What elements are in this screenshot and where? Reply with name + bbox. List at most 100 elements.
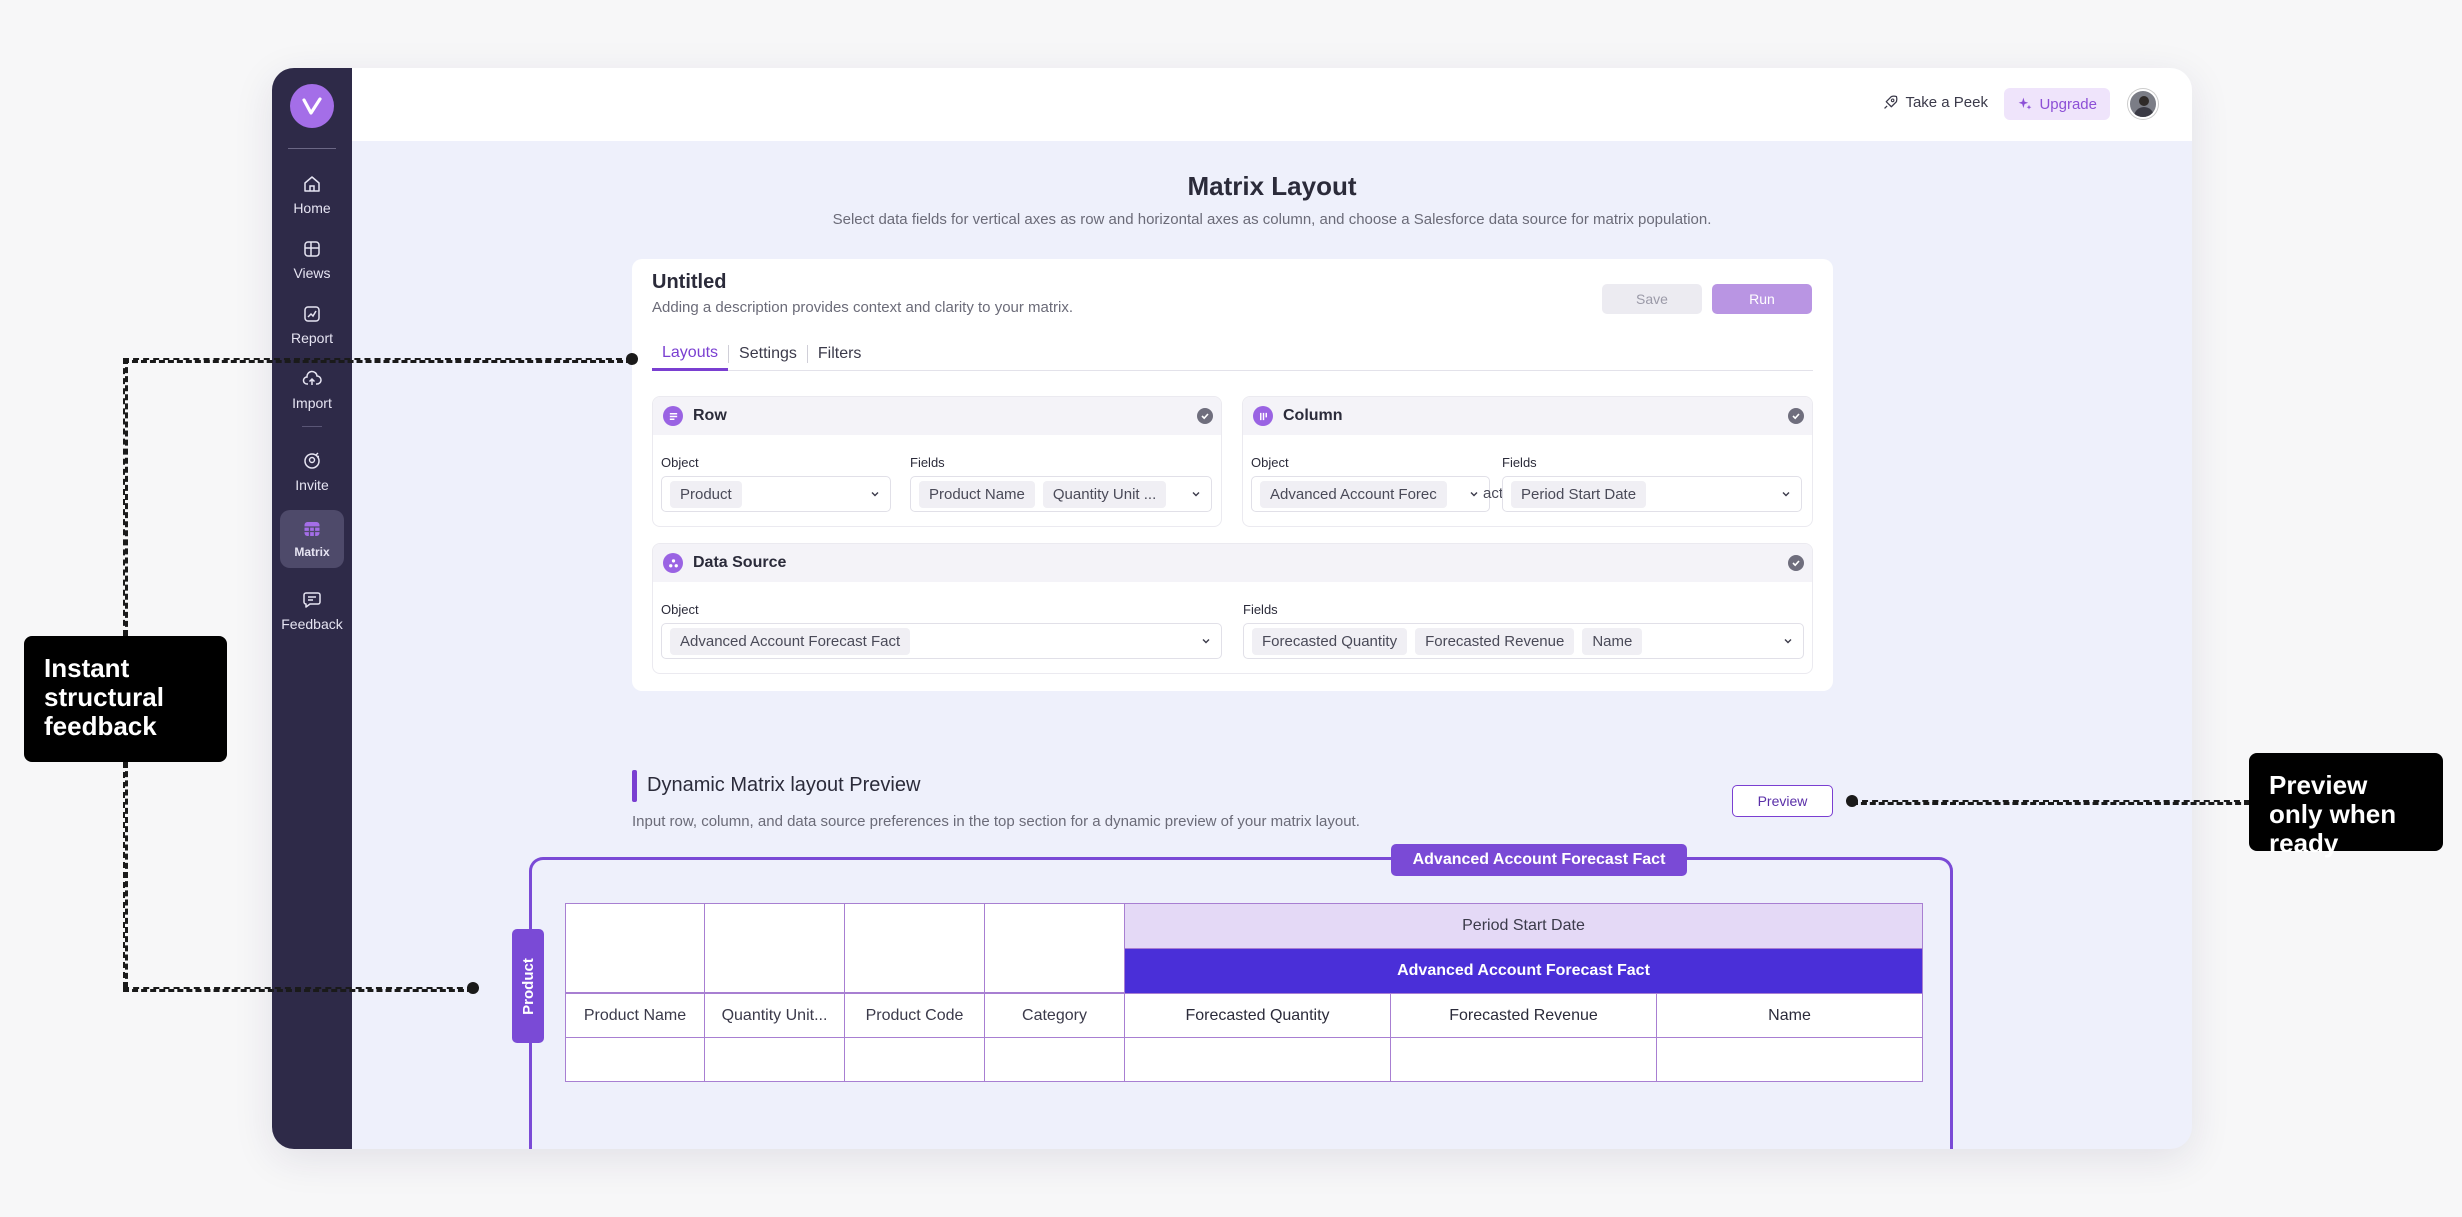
- row-header-cell: Product Code: [844, 993, 985, 1038]
- row-object-tab: Product: [512, 929, 544, 1043]
- data-source-object-select[interactable]: Advanced Account Forecast Fact: [661, 623, 1222, 659]
- callout-instant-feedback: Instant structural feedback: [24, 636, 227, 762]
- matrix-corner-cell: [984, 903, 1125, 993]
- sidebar-item-import[interactable]: Import: [280, 361, 344, 419]
- row-panel-header: Row: [653, 397, 1221, 435]
- logo-icon: [302, 97, 322, 115]
- page-subtitle: Select data fields for vertical axes as …: [832, 211, 1712, 228]
- matrix-title[interactable]: Untitled: [652, 271, 727, 293]
- callout-preview-ready: Preview only when ready: [2249, 753, 2443, 858]
- column-panel-header: Column: [1243, 397, 1812, 435]
- column-object-select[interactable]: Advanced Account Forec: [1251, 476, 1490, 512]
- upgrade-button[interactable]: Upgrade: [2004, 88, 2110, 120]
- sidebar-divider: [288, 148, 336, 149]
- data-source-panel-title: Data Source: [693, 554, 787, 571]
- period-start-date-header: Period Start Date: [1124, 903, 1923, 949]
- avatar-body: [2134, 107, 2154, 117]
- row-header-cell: Quantity Unit...: [704, 993, 845, 1038]
- chevron-down-icon: [1202, 639, 1210, 644]
- sidebar-item-report[interactable]: Report: [280, 296, 344, 354]
- column-panel-title: Column: [1283, 407, 1343, 424]
- data-source-field-chip: Name: [1582, 627, 1643, 655]
- measure-header-cell: Forecasted Revenue: [1390, 993, 1657, 1038]
- callout-dot: [467, 982, 479, 994]
- home-icon: [304, 176, 320, 192]
- data-source-fields-select[interactable]: Forecasted Quantity Forecasted Revenue N…: [1243, 623, 1804, 659]
- callout-connector-vertical: [123, 762, 128, 988]
- page-title: Matrix Layout: [1187, 171, 1357, 201]
- row-field-chip: Quantity Unit ...: [1042, 480, 1167, 508]
- column-object-chip: Advanced Account Forec: [1260, 480, 1447, 508]
- matrix-description[interactable]: Adding a description provides context an…: [652, 299, 1074, 316]
- data-source-frame-label: Advanced Account Forecast Fact: [1391, 844, 1687, 876]
- chevron-down-icon: [1784, 639, 1792, 644]
- tab-separator: [728, 345, 730, 363]
- tab-filters[interactable]: Filters: [817, 345, 862, 362]
- feedback-icon: [303, 592, 321, 608]
- row-object-label: Object: [661, 455, 699, 470]
- row-icon: [663, 406, 683, 426]
- data-source-panel-header: Data Source: [653, 544, 1812, 582]
- row-object-chip: Product: [670, 480, 742, 508]
- column-field-chip: Period Start Date: [1511, 480, 1647, 508]
- sidebar-item-views[interactable]: Views: [280, 231, 344, 289]
- matrix-icon: [304, 522, 320, 536]
- sidebar-item-label: Feedback: [281, 616, 343, 632]
- sidebar-item-matrix[interactable]: Matrix: [280, 510, 344, 568]
- chevron-down-icon: [1782, 492, 1790, 497]
- app-logo[interactable]: [290, 84, 334, 128]
- preview-title: Dynamic Matrix layout Preview: [647, 774, 921, 796]
- sidebar-item-feedback[interactable]: Feedback: [280, 582, 344, 640]
- avatar[interactable]: [2128, 89, 2158, 119]
- tab-bar: Layouts Settings Filters: [652, 337, 1813, 371]
- matrix-config-card: Untitled Adding a description provides c…: [632, 259, 1833, 691]
- row-panel-title: Row: [693, 407, 727, 424]
- invite-icon: [304, 452, 320, 469]
- data-source-panel: Data Source Object Advanced Account Fore…: [652, 543, 1813, 674]
- check-icon: [1788, 408, 1804, 424]
- row-object-select[interactable]: Product: [661, 476, 891, 512]
- row-object-tab-label: Product: [519, 957, 537, 1015]
- row-fields-select[interactable]: Product Name Quantity Unit ...: [910, 476, 1212, 512]
- save-button[interactable]: Save: [1602, 284, 1702, 314]
- chevron-down-icon: [1192, 492, 1200, 497]
- callout-connector-top: [123, 358, 632, 363]
- matrix-body-cell: [704, 1037, 845, 1082]
- data-source-fields-label: Fields: [1243, 602, 1278, 617]
- row-fields-label: Fields: [910, 455, 945, 470]
- sparkle-icon: [2019, 97, 2032, 110]
- app-window: Home Views Report Import Invite Matrix F…: [272, 68, 2192, 1149]
- column-fields-select[interactable]: Period Start Date: [1502, 476, 1802, 512]
- preview-subtitle: Input row, column, and data source prefe…: [632, 813, 1360, 830]
- rocket-icon: [1884, 95, 1898, 109]
- matrix-corner-cell: [704, 903, 845, 993]
- measure-header-cell: Forecasted Quantity: [1124, 993, 1391, 1038]
- sidebar-item-home[interactable]: Home: [280, 166, 344, 224]
- views-icon: [304, 241, 320, 257]
- preview-button[interactable]: Preview: [1732, 785, 1833, 817]
- matrix-corner-cell: [565, 903, 705, 993]
- tab-layouts[interactable]: Layouts: [652, 337, 729, 371]
- take-a-peek-label: Take a Peek: [1905, 94, 1988, 111]
- matrix-corner-cell: [844, 903, 985, 993]
- column-object-label: Object: [1251, 455, 1289, 470]
- callout-connector-bottom: [123, 987, 473, 992]
- matrix-body-cell: [984, 1037, 1125, 1082]
- matrix-body-cell: [1656, 1037, 1923, 1082]
- check-icon: [1788, 555, 1804, 571]
- data-source-field-chip: Forecasted Revenue: [1415, 627, 1575, 655]
- row-header-cell: Category: [984, 993, 1125, 1038]
- data-source-object-chip: Advanced Account Forecast Fact: [670, 627, 911, 655]
- sidebar: Home Views Report Import Invite Matrix F…: [272, 68, 352, 1149]
- sidebar-separator: [302, 426, 322, 427]
- row-panel: Row Object Product Fields Product Name Q…: [652, 396, 1222, 527]
- tab-settings[interactable]: Settings: [739, 345, 797, 362]
- column-panel: Column Object Advanced Account Forec act…: [1242, 396, 1813, 527]
- matrix-body-cell: [844, 1037, 985, 1082]
- sidebar-item-invite[interactable]: Invite: [280, 443, 344, 501]
- callout-connector-vertical: [123, 358, 128, 636]
- take-a-peek-link[interactable]: Take a Peek: [1882, 94, 1988, 111]
- run-button[interactable]: Run: [1712, 284, 1812, 314]
- column-fields-label: Fields: [1502, 455, 1537, 470]
- data-source-field-chip: Forecasted Quantity: [1252, 627, 1408, 655]
